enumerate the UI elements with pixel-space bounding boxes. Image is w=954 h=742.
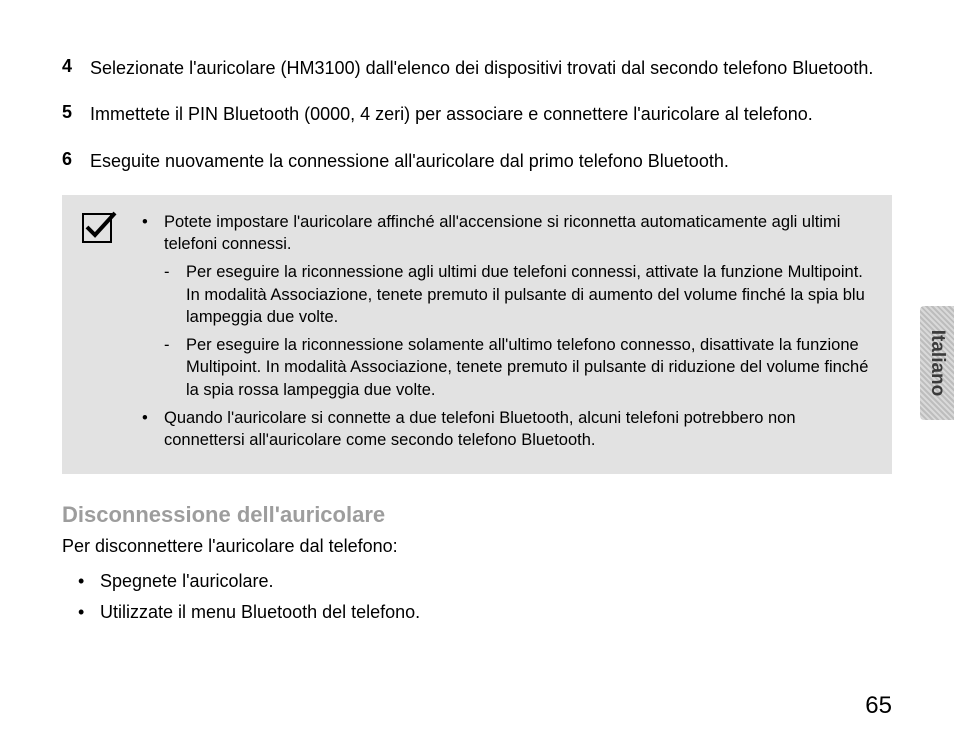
note-dash-item: - Per eseguire la riconnessione agli ult…	[142, 261, 872, 328]
numbered-item: 6 Eseguite nuovamente la connessione all…	[62, 149, 892, 173]
dash-mark: -	[164, 334, 186, 401]
item-number: 4	[62, 56, 90, 80]
item-text: Immettete il PIN Bluetooth (0000, 4 zeri…	[90, 102, 813, 126]
page-content: 4 Selezionate l'auricolare (HM3100) dall…	[0, 0, 954, 623]
checkmark-icon	[82, 211, 120, 458]
list-item: • Spegnete l'auricolare.	[62, 571, 892, 592]
numbered-item: 4 Selezionate l'auricolare (HM3100) dall…	[62, 56, 892, 80]
note-text: Per eseguire la riconnessione agli ultim…	[186, 261, 872, 328]
note-text: Per eseguire la riconnessione solamente …	[186, 334, 872, 401]
bullet-dot: •	[78, 602, 100, 623]
note-text: Potete impostare l'auricolare affinché a…	[164, 211, 872, 256]
list-text: Utilizzate il menu Bluetooth del telefon…	[100, 602, 420, 623]
item-number: 6	[62, 149, 90, 173]
page-number: 65	[0, 692, 892, 720]
language-label: Italiano	[926, 330, 948, 397]
bullet-dot: •	[142, 211, 164, 256]
list-item: • Utilizzate il menu Bluetooth del telef…	[62, 602, 892, 623]
note-bullet: • Quando l'auricolare si connette a due …	[142, 407, 872, 452]
note-text: Quando l'auricolare si connette a due te…	[164, 407, 872, 452]
dash-mark: -	[164, 261, 186, 328]
note-dash-item: - Per eseguire la riconnessione solament…	[142, 334, 872, 401]
section-title: Disconnessione dell'auricolare	[62, 502, 892, 528]
bullet-dot: •	[142, 407, 164, 452]
note-box: • Potete impostare l'auricolare affinché…	[62, 195, 892, 474]
item-text: Eseguite nuovamente la connessione all'a…	[90, 149, 729, 173]
item-text: Selezionate l'auricolare (HM3100) dall'e…	[90, 56, 873, 80]
numbered-item: 5 Immettete il PIN Bluetooth (0000, 4 ze…	[62, 102, 892, 126]
item-number: 5	[62, 102, 90, 126]
section-intro: Per disconnettere l'auricolare dal telef…	[62, 536, 892, 557]
list-text: Spegnete l'auricolare.	[100, 571, 274, 592]
note-bullet: • Potete impostare l'auricolare affinché…	[142, 211, 872, 256]
note-content: • Potete impostare l'auricolare affinché…	[142, 211, 872, 458]
bullet-dot: •	[78, 571, 100, 592]
language-tab: Italiano	[920, 306, 954, 420]
